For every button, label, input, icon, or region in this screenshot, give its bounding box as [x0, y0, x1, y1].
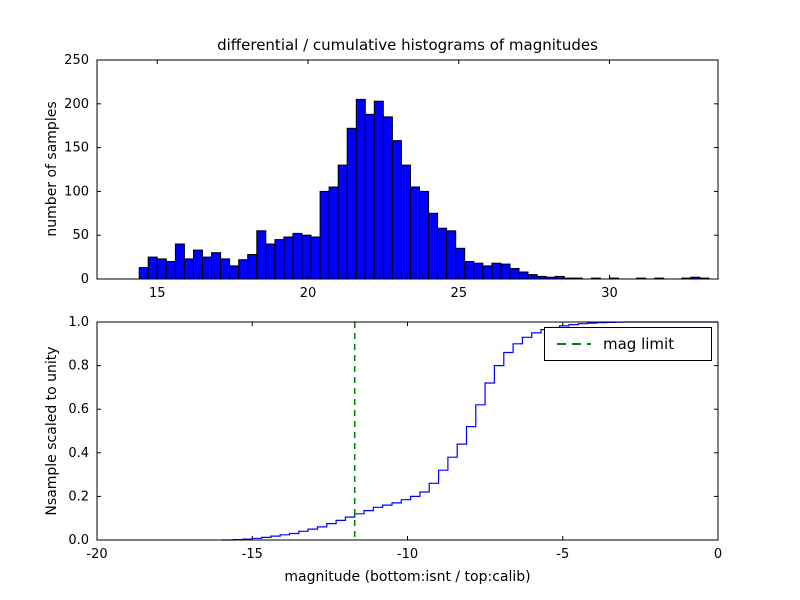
top-y-axis-label: number of samples — [44, 101, 60, 237]
y-tick-label: 0.6 — [68, 402, 89, 417]
histogram-bar — [491, 262, 502, 280]
histogram-bar — [211, 252, 222, 280]
legend-label: mag limit — [603, 335, 675, 353]
histogram-bar — [373, 100, 384, 280]
histogram-bar — [527, 274, 538, 280]
histogram-bar — [265, 243, 276, 280]
histogram-bar — [328, 186, 339, 280]
x-tick-label: 30 — [601, 286, 618, 301]
cumulative-line — [221, 321, 718, 541]
x-tick-label: 15 — [149, 286, 166, 301]
histogram-bar — [256, 230, 267, 280]
histogram-bar — [346, 127, 357, 280]
histogram-bar — [509, 268, 520, 280]
x-tick-label: 25 — [450, 286, 467, 301]
x-tick-label: 0 — [714, 547, 722, 562]
histogram-bar — [193, 249, 203, 280]
histogram-bar — [518, 271, 529, 280]
y-tick-label: 0.8 — [68, 359, 89, 374]
histogram-bar — [482, 265, 493, 280]
axes-frame — [96, 321, 719, 541]
histogram-bar — [401, 164, 411, 280]
histogram-bar — [156, 258, 167, 280]
histogram-bar — [301, 234, 312, 280]
y-tick-label: 250 — [64, 53, 89, 68]
histogram-bar — [355, 98, 366, 280]
y-tick-label: 200 — [64, 97, 89, 112]
histogram-bar — [283, 236, 294, 280]
histogram-bar — [220, 258, 231, 280]
histogram-bar — [229, 265, 240, 280]
x-tick-label: -10 — [397, 547, 418, 562]
x-tick-label: 20 — [300, 286, 317, 301]
axes-frame — [96, 59, 719, 280]
legend: mag limit — [544, 327, 712, 361]
histogram-bar — [337, 164, 348, 280]
histogram-bar — [437, 227, 448, 280]
histogram-bar — [247, 254, 258, 280]
histogram-bar — [138, 267, 149, 280]
y-tick-label: 0 — [81, 272, 89, 287]
y-tick-label: 0.4 — [68, 446, 89, 461]
histogram-bar — [500, 263, 511, 280]
bottom-x-axis-label: magnitude (bottom:isnt / top:calib) — [284, 569, 531, 585]
histogram-bar — [292, 232, 303, 280]
y-tick-label: 1.0 — [68, 315, 89, 330]
histogram-bar — [183, 258, 194, 280]
histogram-bar — [428, 212, 439, 280]
histogram-bar — [410, 186, 420, 280]
legend-dashed-line-sample — [557, 343, 591, 345]
histogram-bar — [364, 113, 375, 280]
x-tick-label: -20 — [86, 547, 107, 562]
histogram-bar — [238, 259, 249, 280]
y-tick-label: 50 — [72, 228, 89, 243]
y-tick-label: 0.2 — [68, 489, 89, 504]
histogram-bar — [319, 190, 330, 280]
histogram-bar — [464, 261, 475, 280]
x-tick-label: -5 — [556, 547, 569, 562]
histogram-bar — [174, 243, 185, 280]
histogram-bar — [202, 256, 212, 280]
histogram-bar — [419, 190, 430, 280]
histogram-bar — [391, 140, 402, 280]
histogram-bar — [382, 116, 393, 280]
histogram-bar — [446, 230, 457, 280]
y-tick-label: 150 — [64, 141, 89, 156]
histogram-bar — [455, 247, 466, 280]
histogram-bar — [274, 239, 285, 280]
histogram-bar — [147, 256, 158, 280]
histogram-bar — [473, 262, 484, 280]
bottom-y-axis-label: Nsample scaled to unity — [44, 346, 60, 516]
histogram-bar — [165, 261, 176, 280]
x-tick-label: -15 — [242, 547, 263, 562]
y-tick-label: 0.0 — [68, 533, 89, 548]
y-tick-label: 100 — [64, 184, 89, 199]
histogram-bar — [310, 236, 321, 280]
chart-title: differential / cumulative histograms of … — [217, 36, 598, 54]
